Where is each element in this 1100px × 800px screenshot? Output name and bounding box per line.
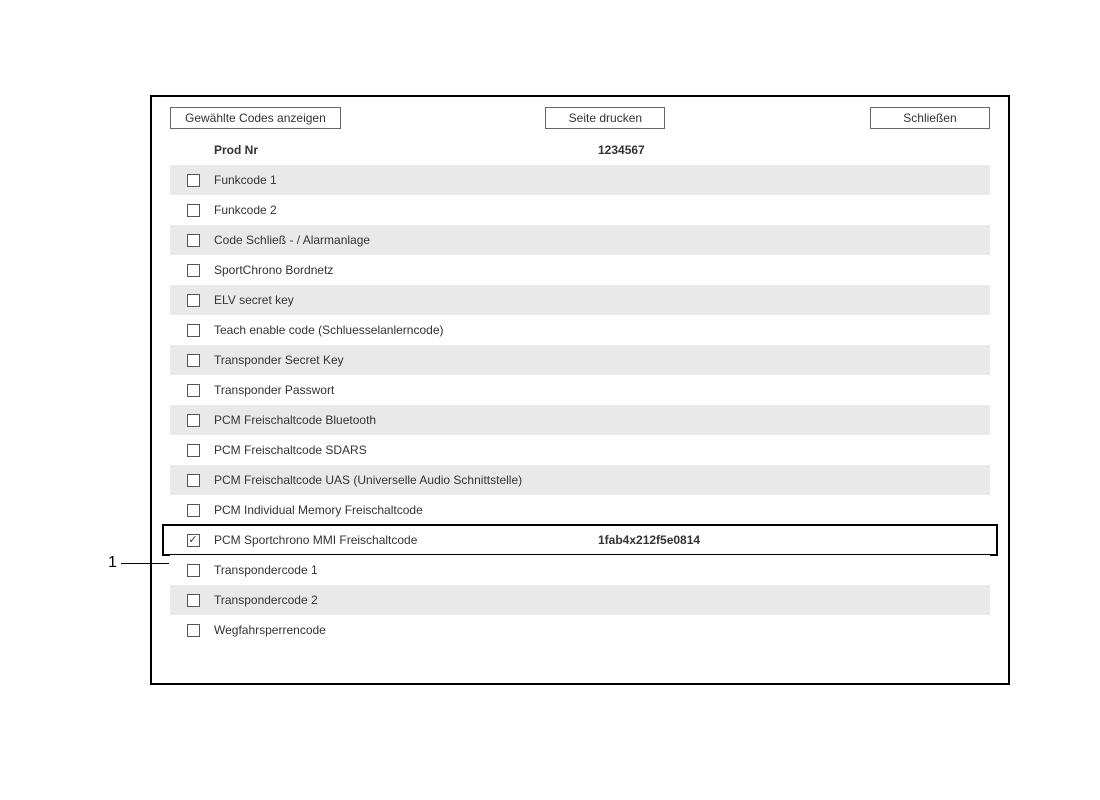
table-row: Funkcode 1 — [170, 165, 990, 195]
row-label: Transpondercode 1 — [208, 563, 598, 577]
row-value: 1fab4x212f5e0814 — [598, 533, 982, 547]
table-row: Code Schließ - / Alarmanlage — [170, 225, 990, 255]
row-label: PCM Sportchrono MMI Freischaltcode — [208, 533, 598, 547]
row-label: SportChrono Bordnetz — [208, 263, 598, 277]
table-row: PCM Freischaltcode UAS (Universelle Audi… — [170, 465, 990, 495]
checkbox[interactable] — [187, 354, 200, 367]
table-row: Teach enable code (Schluesselanlerncode) — [170, 315, 990, 345]
checkbox[interactable] — [187, 444, 200, 457]
table-row: PCM Freischaltcode Bluetooth — [170, 405, 990, 435]
row-label: Funkcode 1 — [208, 173, 598, 187]
checkbox[interactable] — [187, 324, 200, 337]
checkbox[interactable] — [187, 384, 200, 397]
table-row: ELV secret key — [170, 285, 990, 315]
checkbox[interactable]: ✓ — [187, 534, 200, 547]
checkbox[interactable] — [187, 264, 200, 277]
checkbox[interactable] — [187, 204, 200, 217]
checkbox[interactable] — [187, 504, 200, 517]
row-label: PCM Freischaltcode UAS (Universelle Audi… — [208, 473, 598, 487]
table-row: Funkcode 2 — [170, 195, 990, 225]
row-label: Transponder Passwort — [208, 383, 598, 397]
checkbox[interactable] — [187, 414, 200, 427]
table-row: Transponder Secret Key — [170, 345, 990, 375]
row-label: Wegfahrsperrencode — [208, 623, 598, 637]
callout-1: 1 — [108, 554, 169, 572]
checkbox[interactable] — [187, 294, 200, 307]
row-label: PCM Individual Memory Freischaltcode — [208, 503, 598, 517]
table-row: ✓ PCM Sportchrono MMI Freischaltcode1fab4… — [162, 524, 998, 556]
row-label: Teach enable code (Schluesselanlerncode) — [208, 323, 598, 337]
callout-number: 1 — [108, 554, 117, 572]
toolbar: Gewählte Codes anzeigen Seite drucken Sc… — [152, 97, 1008, 135]
checkbox[interactable] — [187, 564, 200, 577]
row-label: PCM Freischaltcode SDARS — [208, 443, 598, 457]
codes-table: Prod Nr 1234567 Funkcode 1 Funkcode 2 Code… — [152, 135, 1008, 657]
table-row: Wegfahrsperrencode — [170, 615, 990, 645]
prod-nr-value: 1234567 — [598, 143, 982, 157]
row-label: Code Schließ - / Alarmanlage — [208, 233, 598, 247]
prod-nr-label: Prod Nr — [208, 143, 598, 157]
table-row: Transponder Passwort — [170, 375, 990, 405]
checkbox[interactable] — [187, 624, 200, 637]
row-label: Transpondercode 2 — [208, 593, 598, 607]
checkbox[interactable] — [187, 474, 200, 487]
table-row: PCM Freischaltcode SDARS — [170, 435, 990, 465]
checkbox[interactable] — [187, 234, 200, 247]
checkbox[interactable] — [187, 174, 200, 187]
row-label: Funkcode 2 — [208, 203, 598, 217]
table-row: SportChrono Bordnetz — [170, 255, 990, 285]
checkbox[interactable] — [187, 594, 200, 607]
row-label: Transponder Secret Key — [208, 353, 598, 367]
table-row: PCM Individual Memory Freischaltcode — [170, 495, 990, 525]
table-header-row: Prod Nr 1234567 — [170, 135, 990, 165]
row-label: PCM Freischaltcode Bluetooth — [208, 413, 598, 427]
close-button[interactable]: Schließen — [870, 107, 990, 129]
table-row: Transpondercode 2 — [170, 585, 990, 615]
show-codes-button[interactable]: Gewählte Codes anzeigen — [170, 107, 341, 129]
row-label: ELV secret key — [208, 293, 598, 307]
dialog-panel: Gewählte Codes anzeigen Seite drucken Sc… — [150, 95, 1010, 685]
callout-leader-line — [121, 563, 169, 564]
table-row: Transpondercode 1 — [170, 555, 990, 585]
print-page-button[interactable]: Seite drucken — [545, 107, 665, 129]
